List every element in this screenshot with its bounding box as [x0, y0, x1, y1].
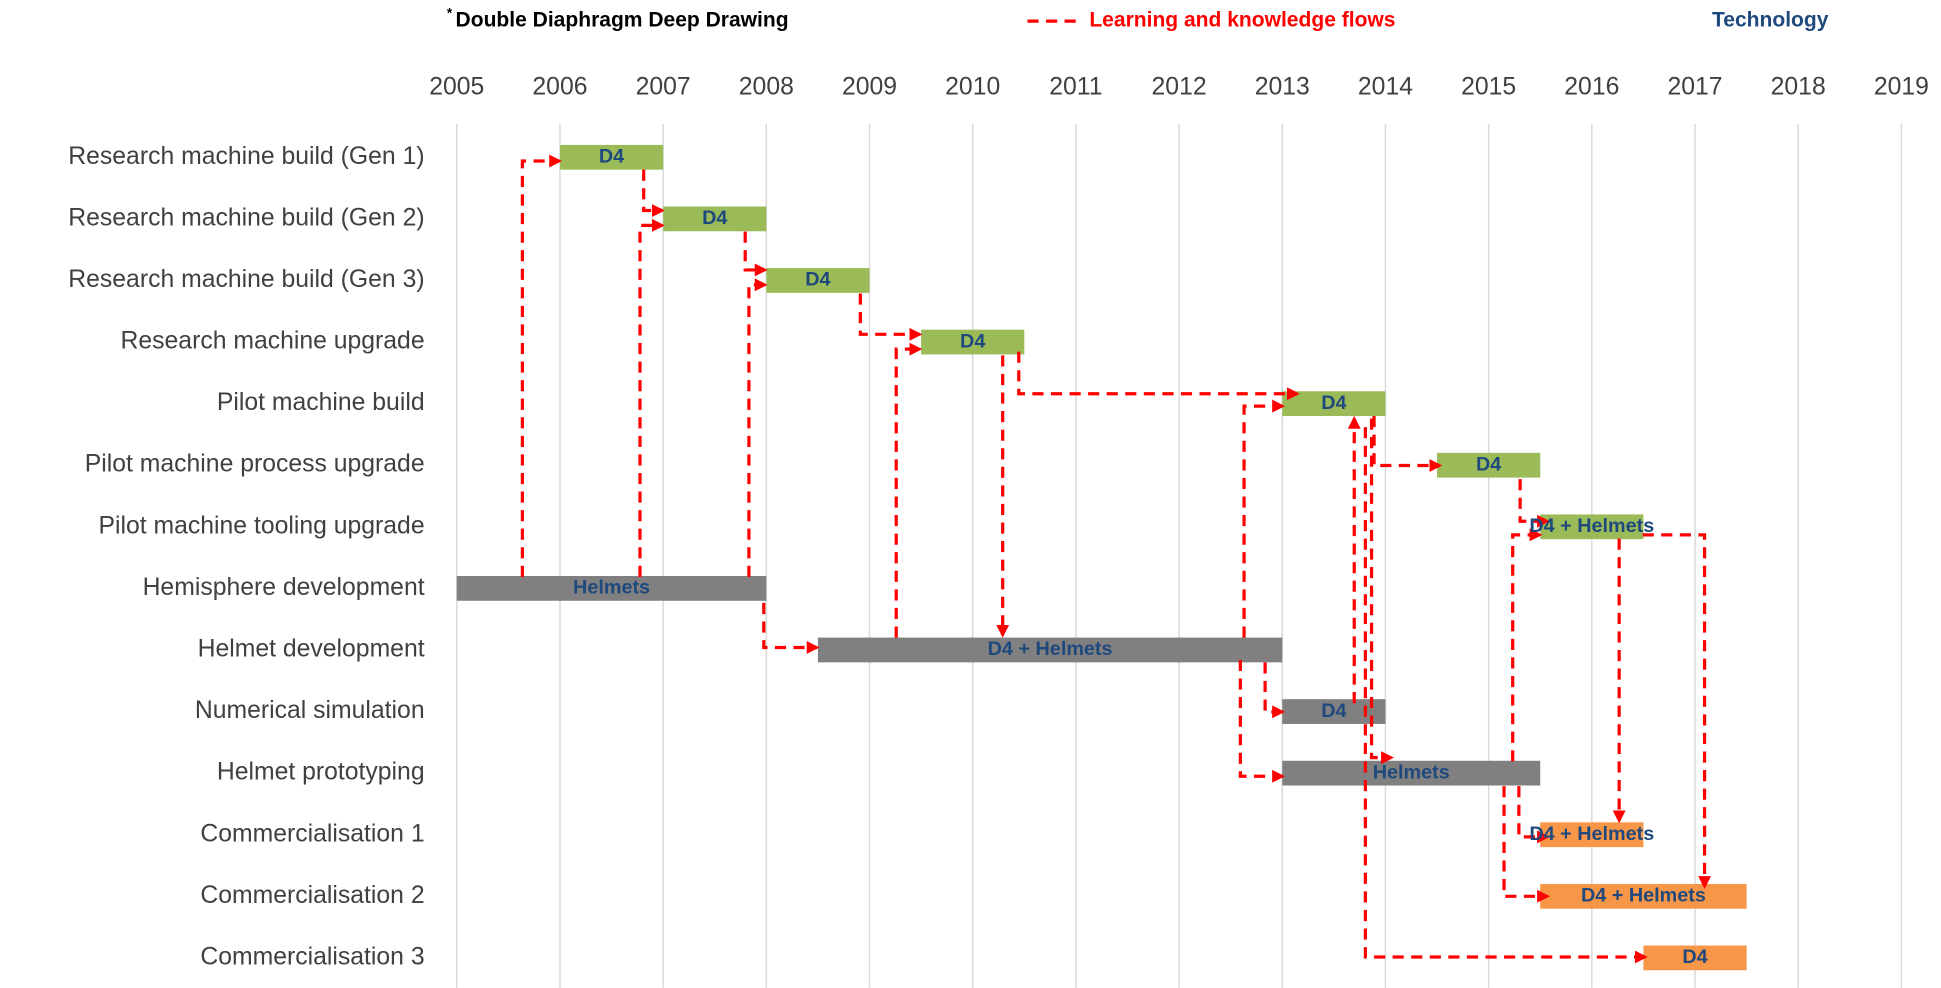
bar: [1282, 699, 1386, 724]
bar-label: D4: [805, 269, 830, 291]
bar: [1540, 514, 1644, 540]
bar: [1540, 822, 1644, 848]
bar: [456, 576, 767, 601]
flow-arrow: [1017, 351, 1300, 401]
bar: [1282, 760, 1541, 786]
bar-label: D4 + Helmets: [1529, 823, 1654, 845]
category-label: Helmet development: [198, 636, 425, 663]
bar-label: D4: [1321, 700, 1346, 722]
x-tick-label: 2007: [636, 74, 691, 101]
x-tick-label: 2012: [1152, 74, 1207, 101]
category-label: Pilot machine tooling upgrade: [99, 512, 425, 539]
flow-arrow: [1518, 479, 1550, 528]
bar-label: D4 + Helmets: [1581, 885, 1706, 907]
x-tick-label: 2009: [842, 74, 897, 101]
x-tick-label: 2008: [739, 74, 794, 101]
x-tick-label: 2015: [1461, 74, 1516, 101]
flow-arrow: [858, 293, 923, 341]
bar: [1540, 883, 1747, 909]
flow-arrow: [1372, 416, 1443, 472]
category-label: Hemisphere development: [143, 574, 425, 601]
x-tick-label: 2013: [1255, 74, 1310, 101]
bar: [663, 206, 767, 232]
x-tick-label: 2005: [429, 74, 484, 101]
x-tick-label: 2019: [1874, 74, 1929, 101]
bar: [559, 144, 664, 170]
flow-arrow: [1511, 528, 1543, 762]
flow-arrow: [1242, 399, 1286, 638]
flow-arrow: [1263, 662, 1286, 719]
labels: 2005 2006 2007 2008 2009 2010 2011 2012 2013 2014…: [68, 74, 1929, 971]
flow-arrow: [1642, 533, 1712, 889]
category-label: Commercialisation 1: [200, 820, 424, 847]
bar-label: D4: [1476, 453, 1501, 475]
flow-arrow: [1369, 418, 1394, 765]
x-tick-label: 2014: [1358, 74, 1413, 101]
legend-flows: Learning and knowledge flows: [1089, 9, 1395, 32]
bar: [1437, 452, 1541, 478]
bars: [456, 144, 1747, 971]
flow-arrow: [1502, 786, 1550, 903]
x-tick-label: 2018: [1771, 74, 1826, 101]
x-tick-label: 2011: [1049, 74, 1102, 101]
bar-label: D4: [1682, 946, 1707, 968]
category-label: Commercialisation 3: [200, 943, 424, 970]
legend-note: Double Diaphragm Deep Drawing: [456, 9, 789, 32]
flow-arrow: [642, 169, 665, 217]
flow-arrow: [638, 218, 665, 577]
flow-arrow: [894, 342, 923, 638]
flows: [520, 154, 1712, 964]
category-label: Pilot machine process upgrade: [85, 451, 425, 478]
category-label: Helmet prototyping: [217, 759, 425, 786]
bar-label: Helmets: [1373, 761, 1450, 783]
flow-arrow: [520, 154, 563, 577]
category-label: Research machine build (Gen 3): [68, 266, 424, 293]
legend-technology: Technology: [1712, 9, 1829, 32]
bar-label: D4: [702, 207, 727, 229]
x-tick-label: 2017: [1667, 74, 1722, 101]
bar: [817, 637, 1283, 663]
category-label: Research machine build (Gen 1): [68, 143, 424, 170]
bar-label: D4: [1321, 392, 1346, 414]
flow-arrow: [1363, 427, 1648, 964]
flow-arrow: [1238, 659, 1286, 783]
flow-arrow: [747, 278, 768, 577]
bar: [1643, 945, 1747, 971]
category-label: Pilot machine build: [217, 389, 425, 416]
x-tick-label: 2010: [945, 74, 1000, 101]
legend: * Double Diaphragm Deep Drawing Learning…: [447, 5, 1829, 31]
grid: [456, 123, 1903, 988]
bar-label: D4 + Helmets: [1529, 515, 1654, 537]
bar-label: D4: [960, 330, 985, 352]
bar: [921, 329, 1025, 355]
x-tick-label: 2016: [1564, 74, 1619, 101]
category-label: Research machine build (Gen 2): [68, 204, 424, 231]
category-label: Numerical simulation: [195, 697, 425, 724]
note-marker: *: [447, 5, 453, 20]
category-label: Commercialisation 2: [200, 882, 424, 909]
bar-label: D4 + Helmets: [988, 638, 1113, 660]
x-tick-label: 2006: [532, 74, 587, 101]
flow-arrow: [743, 231, 768, 277]
category-label: Research machine upgrade: [121, 328, 425, 355]
bar-label: Helmets: [573, 577, 650, 599]
flow-arrow: [762, 602, 820, 654]
bar: [766, 268, 870, 293]
bar-label: D4: [599, 146, 624, 168]
